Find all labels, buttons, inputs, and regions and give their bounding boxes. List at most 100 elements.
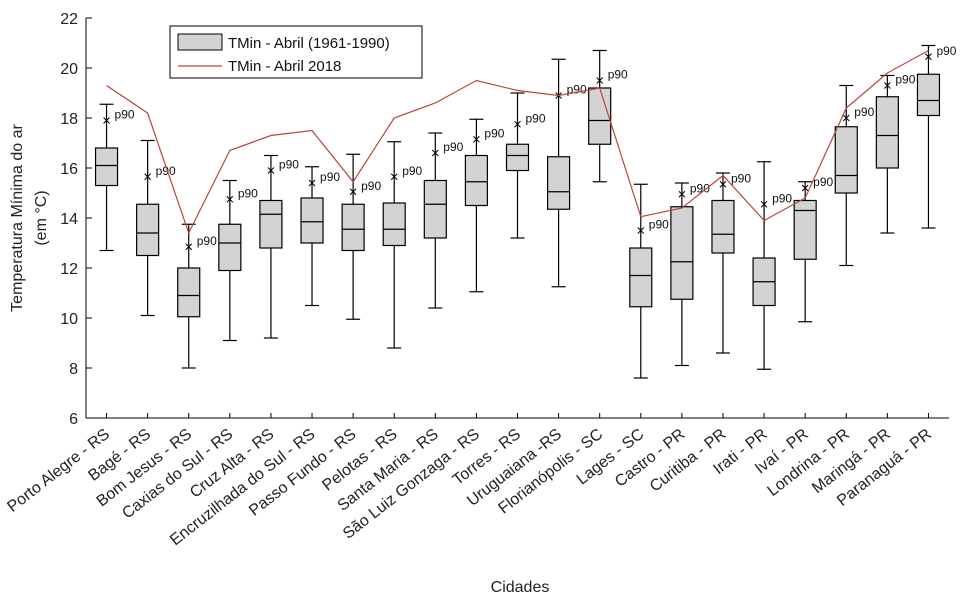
box-19: p90 xyxy=(834,84,875,267)
p90-label: p90 xyxy=(115,108,135,122)
iqr-box xyxy=(505,143,530,172)
p90-marker xyxy=(842,114,850,122)
p90-marker xyxy=(637,227,645,234)
box-1: p90 xyxy=(94,103,135,252)
legend-box-swatch xyxy=(177,33,223,51)
iqr-box xyxy=(711,199,735,254)
iqr-box xyxy=(670,206,694,300)
p90-marker xyxy=(308,179,316,187)
y-tick-label: 14 xyxy=(60,211,78,228)
box-layer: p90 p90 p90 p90 p90 p90 p90 p90 p90 p90 p90 p90 p90 p… xyxy=(94,44,957,379)
p90-label: p90 xyxy=(156,164,176,178)
p90-label: p90 xyxy=(690,181,710,195)
box-4: p90 xyxy=(218,179,258,342)
p90-label: p90 xyxy=(731,171,751,185)
p90-label: p90 xyxy=(443,140,463,154)
p90-label: p90 xyxy=(936,44,956,58)
y-tick-label: 8 xyxy=(69,361,78,378)
box-8: p90 xyxy=(382,141,423,349)
box-6: p90 xyxy=(300,166,340,307)
p90-marker xyxy=(431,149,439,157)
p90-marker xyxy=(719,180,727,188)
box-2: p90 xyxy=(136,139,176,317)
iqr-box xyxy=(177,267,201,318)
box-14: p90 xyxy=(629,183,669,379)
iqr-box xyxy=(629,247,653,308)
iqr-box xyxy=(341,203,365,252)
y-axis-unit: (em °C) xyxy=(33,190,50,245)
p90-label: p90 xyxy=(484,126,504,140)
legend: TMin - Abril (1961-1990) TMin - Abril 20… xyxy=(169,25,423,79)
box-5: p90 xyxy=(259,154,299,339)
p90-label: p90 xyxy=(649,218,669,232)
box-7: p90 xyxy=(341,153,381,320)
box-3: p90 xyxy=(177,223,217,369)
iqr-box xyxy=(423,179,447,239)
y-tick-label: 10 xyxy=(60,311,78,328)
p90-marker xyxy=(678,190,686,198)
box-20: p90 xyxy=(875,73,916,234)
p90-marker xyxy=(925,53,932,61)
iqr-box xyxy=(546,156,571,210)
iqr-box xyxy=(464,154,489,207)
p90-marker xyxy=(144,173,151,181)
box-21: p90 xyxy=(916,44,957,229)
box-10: p90 xyxy=(464,118,505,293)
p90-marker xyxy=(760,200,768,208)
p90-marker xyxy=(801,184,809,192)
y-tick-label: 22 xyxy=(60,11,78,28)
iqr-box xyxy=(218,223,242,272)
box-11: p90 xyxy=(505,92,546,239)
series-line-tmin-2018 xyxy=(106,49,929,235)
p90-label: p90 xyxy=(526,111,546,125)
p90-label: p90 xyxy=(320,170,340,184)
p90-label: p90 xyxy=(608,68,628,82)
p90-label: p90 xyxy=(402,164,422,178)
p90-marker xyxy=(884,82,891,89)
p90-marker xyxy=(514,120,521,128)
iqr-box xyxy=(834,126,858,194)
y-tick-label: 18 xyxy=(60,111,78,128)
iqr-box xyxy=(588,87,612,145)
p90-label: p90 xyxy=(854,105,874,119)
p90-label: p90 xyxy=(567,83,587,97)
p90-label: p90 xyxy=(361,179,381,193)
box-16: p90 xyxy=(711,171,751,354)
p90-label: p90 xyxy=(813,175,833,189)
p90-marker xyxy=(596,77,604,84)
p90-label: p90 xyxy=(279,158,299,172)
box-9: p90 xyxy=(423,132,464,309)
box-15: p90 xyxy=(670,181,710,367)
p90-marker xyxy=(267,167,275,174)
box-17: p90 xyxy=(752,161,792,370)
line-series-layer xyxy=(106,49,929,235)
p90-marker xyxy=(349,188,357,196)
p90-label: p90 xyxy=(895,73,915,87)
y-tick-label: 12 xyxy=(60,261,78,278)
box-18: p90 xyxy=(793,175,834,323)
y-axis-ticks: 6 8 10 12 14 16 18 20 22 xyxy=(60,11,92,428)
iqr-box xyxy=(136,203,160,257)
p90-label: p90 xyxy=(772,191,792,205)
p90-label: p90 xyxy=(238,186,258,200)
iqr-box xyxy=(382,202,406,247)
x-axis-title: Cidades xyxy=(491,579,550,596)
iqr-box xyxy=(793,199,817,260)
p90-marker xyxy=(473,135,480,143)
box-13: p90 xyxy=(588,49,628,183)
p90-marker xyxy=(226,195,234,203)
p90-marker xyxy=(390,173,398,181)
iqr-box xyxy=(875,96,899,169)
y-tick-label: 20 xyxy=(60,61,78,78)
iqr-box xyxy=(300,197,324,244)
iqr-box xyxy=(94,147,119,187)
iqr-box xyxy=(916,73,941,117)
p90-marker xyxy=(185,243,193,251)
p90-marker xyxy=(103,117,110,124)
y-axis-title: Temperatura Mínima do ar xyxy=(9,124,26,312)
legend-box-label: TMin - Abril (1961-1990) xyxy=(228,35,390,52)
y-tick-label: 6 xyxy=(69,411,78,428)
box-12: p90 xyxy=(546,58,587,288)
